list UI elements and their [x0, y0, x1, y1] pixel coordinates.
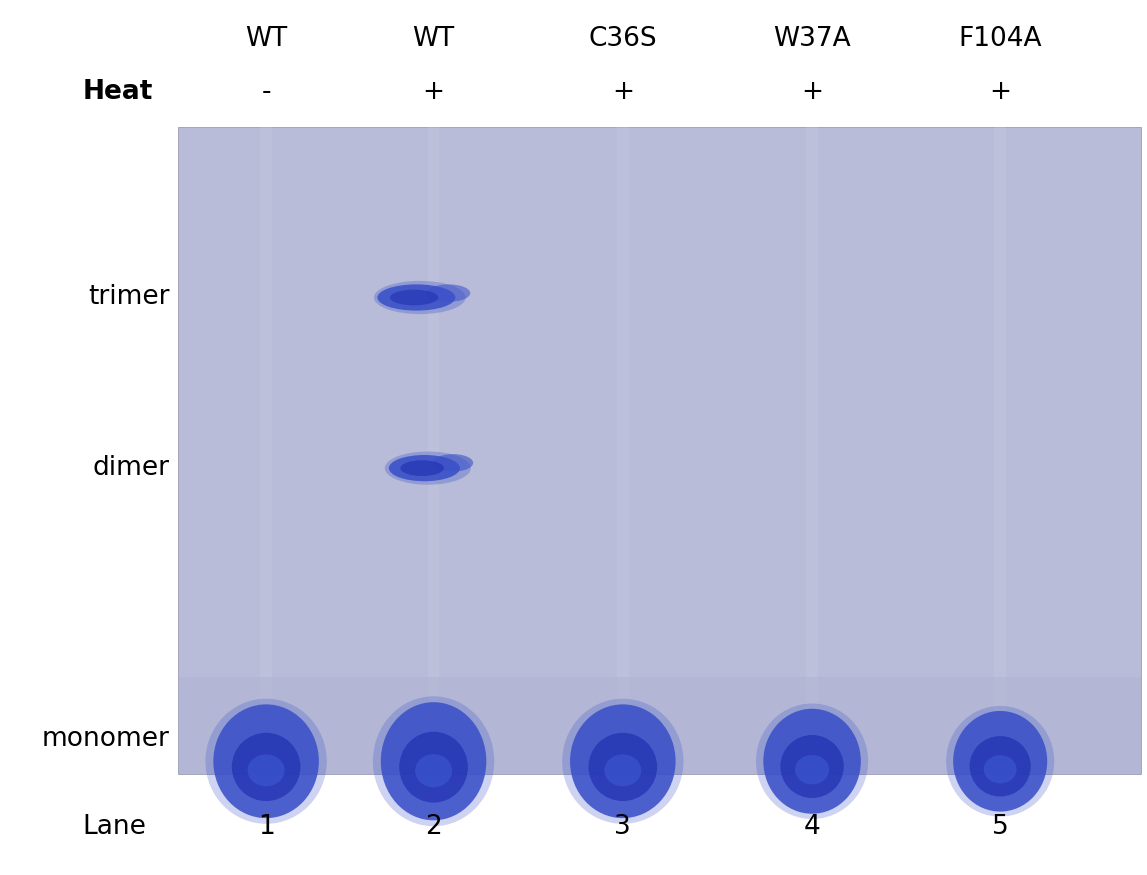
- Ellipse shape: [434, 454, 474, 472]
- Text: WT: WT: [245, 26, 287, 52]
- Ellipse shape: [400, 460, 444, 476]
- Ellipse shape: [570, 704, 676, 818]
- Text: F104A: F104A: [959, 26, 1041, 52]
- Text: Heat: Heat: [83, 79, 153, 105]
- Bar: [806, 127, 818, 774]
- Ellipse shape: [427, 284, 470, 302]
- Ellipse shape: [389, 455, 460, 481]
- Text: WT: WT: [413, 26, 454, 52]
- Text: 2: 2: [426, 814, 442, 840]
- Ellipse shape: [373, 696, 494, 826]
- Bar: [428, 127, 439, 774]
- Ellipse shape: [385, 452, 471, 485]
- Ellipse shape: [780, 735, 844, 798]
- Ellipse shape: [399, 732, 468, 802]
- Bar: [260, 127, 272, 774]
- Text: +: +: [989, 79, 1012, 105]
- Ellipse shape: [381, 702, 486, 821]
- Ellipse shape: [374, 281, 466, 314]
- Text: trimer: trimer: [88, 284, 170, 311]
- Ellipse shape: [969, 736, 1031, 796]
- Text: 1: 1: [258, 814, 274, 840]
- Text: -: -: [262, 79, 271, 105]
- Text: +: +: [801, 79, 824, 105]
- Text: dimer: dimer: [93, 455, 170, 481]
- Text: 4: 4: [804, 814, 820, 840]
- Ellipse shape: [248, 754, 284, 787]
- Text: +: +: [611, 79, 634, 105]
- Text: W37A: W37A: [773, 26, 851, 52]
- Ellipse shape: [756, 704, 868, 819]
- Ellipse shape: [984, 755, 1016, 783]
- Ellipse shape: [795, 755, 829, 784]
- Ellipse shape: [415, 754, 452, 788]
- Text: 5: 5: [992, 814, 1008, 840]
- Text: +: +: [422, 79, 445, 105]
- Ellipse shape: [390, 290, 438, 305]
- Ellipse shape: [588, 733, 657, 802]
- Ellipse shape: [953, 710, 1047, 812]
- Bar: [617, 127, 629, 774]
- Ellipse shape: [232, 733, 301, 802]
- Text: 3: 3: [615, 814, 631, 840]
- Text: monomer: monomer: [42, 726, 170, 752]
- Ellipse shape: [377, 284, 455, 311]
- Ellipse shape: [205, 698, 327, 824]
- Text: C36S: C36S: [588, 26, 657, 52]
- Bar: [178, 677, 1141, 774]
- Ellipse shape: [763, 709, 860, 814]
- Ellipse shape: [604, 754, 641, 787]
- Ellipse shape: [946, 706, 1054, 816]
- Ellipse shape: [562, 698, 684, 824]
- Ellipse shape: [213, 704, 319, 818]
- Text: Lane: Lane: [83, 814, 147, 840]
- Bar: [178, 127, 1141, 774]
- Bar: [994, 127, 1006, 774]
